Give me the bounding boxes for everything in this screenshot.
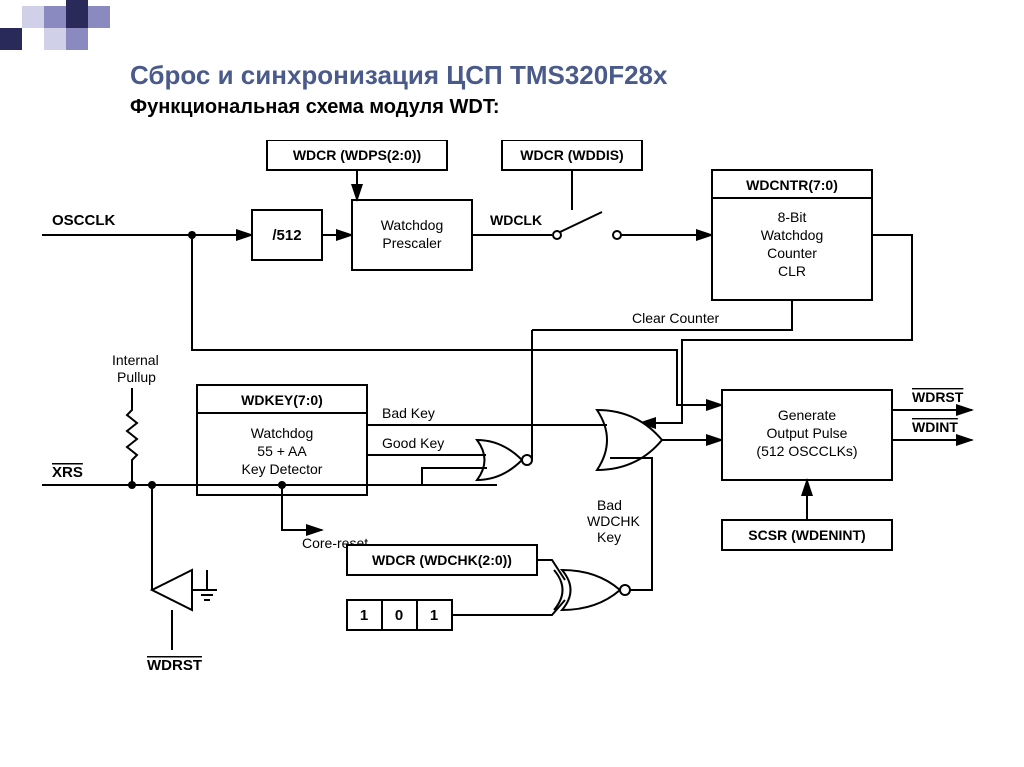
deco-square: [66, 0, 88, 28]
label-wdchk: WDCR (WDCHK(2:0)): [372, 552, 512, 568]
label-wddis: WDCR (WDDIS): [520, 147, 623, 163]
label-gen-1: Generate: [778, 407, 837, 423]
switch-arm: [560, 212, 602, 232]
wdt-diagram: OSCCLK /512 Watchdog Prescaler WDCR (WDP…: [42, 140, 982, 700]
deco-square: [66, 28, 88, 50]
switch-pole-left: [553, 231, 561, 239]
bit-0: 1: [360, 607, 368, 624]
label-wdkey-1: Watchdog: [251, 425, 314, 441]
label-div512: /512: [272, 227, 301, 244]
label-wdcntr-3: Counter: [767, 245, 817, 261]
label-clear: Clear Counter: [632, 310, 719, 326]
label-wdclk: WDCLK: [490, 212, 542, 228]
label-wdint-out: WDINT: [912, 419, 958, 435]
deco-square: [0, 28, 22, 50]
label-badwdchk-1: Bad: [597, 497, 622, 513]
label-scsr: SCSR (WDENINT): [748, 527, 865, 543]
label-xrs: XRS: [52, 464, 83, 481]
label-wdcntr-1: 8-Bit: [778, 209, 807, 225]
wire-bits-xor: [452, 600, 565, 615]
page-subtitle: Функциональная схема модуля WDT:: [130, 96, 499, 119]
deco-square: [44, 28, 66, 50]
label-badkey: Bad Key: [382, 405, 435, 421]
deco-square: [22, 6, 44, 28]
gate-xor: [554, 570, 630, 610]
bit-2: 1: [430, 607, 438, 624]
label-wdrst-out: WDRST: [912, 389, 964, 405]
gate-or-small: [477, 440, 532, 480]
label-wdrst-bottom: WDRST: [147, 657, 202, 674]
label-prescaler-2: Prescaler: [382, 235, 441, 251]
switch-pole-right: [613, 231, 621, 239]
label-goodkey: Good Key: [382, 435, 444, 451]
label-wdkey-hdr: WDKEY(7:0): [241, 392, 323, 408]
label-wdcntr-2: Watchdog: [761, 227, 824, 243]
label-wdcntr-4: CLR: [778, 263, 806, 279]
label-wdcntr-hdr: WDCNTR(7:0): [746, 177, 838, 193]
label-badwdchk-3: Key: [597, 529, 621, 545]
label-wdps: WDCR (WDPS(2:0)): [293, 147, 421, 163]
label-pullup-2: Pullup: [117, 369, 156, 385]
label-oscclk: OSCCLK: [52, 212, 116, 229]
deco-square: [44, 6, 66, 28]
wire-xrs-or: [422, 468, 487, 485]
bit-1: 0: [395, 607, 403, 624]
label-prescaler-1: Watchdog: [381, 217, 444, 233]
label-pullup-1: Internal: [112, 352, 159, 368]
resistor-pullup: [127, 400, 137, 485]
label-wdkey-3: Key Detector: [242, 461, 323, 477]
label-wdkey-2: 55 + AA: [257, 443, 307, 459]
label-gen-3: (512 OSCCLKs): [756, 443, 857, 459]
label-gen-2: Output Pulse: [767, 425, 848, 441]
label-badwdchk-2: WDCHK: [587, 513, 641, 529]
page-title: Сброс и синхронизация ЦСП TMS320F28x: [130, 60, 667, 91]
deco-square: [88, 6, 110, 28]
tristate-buffer: [152, 570, 192, 610]
